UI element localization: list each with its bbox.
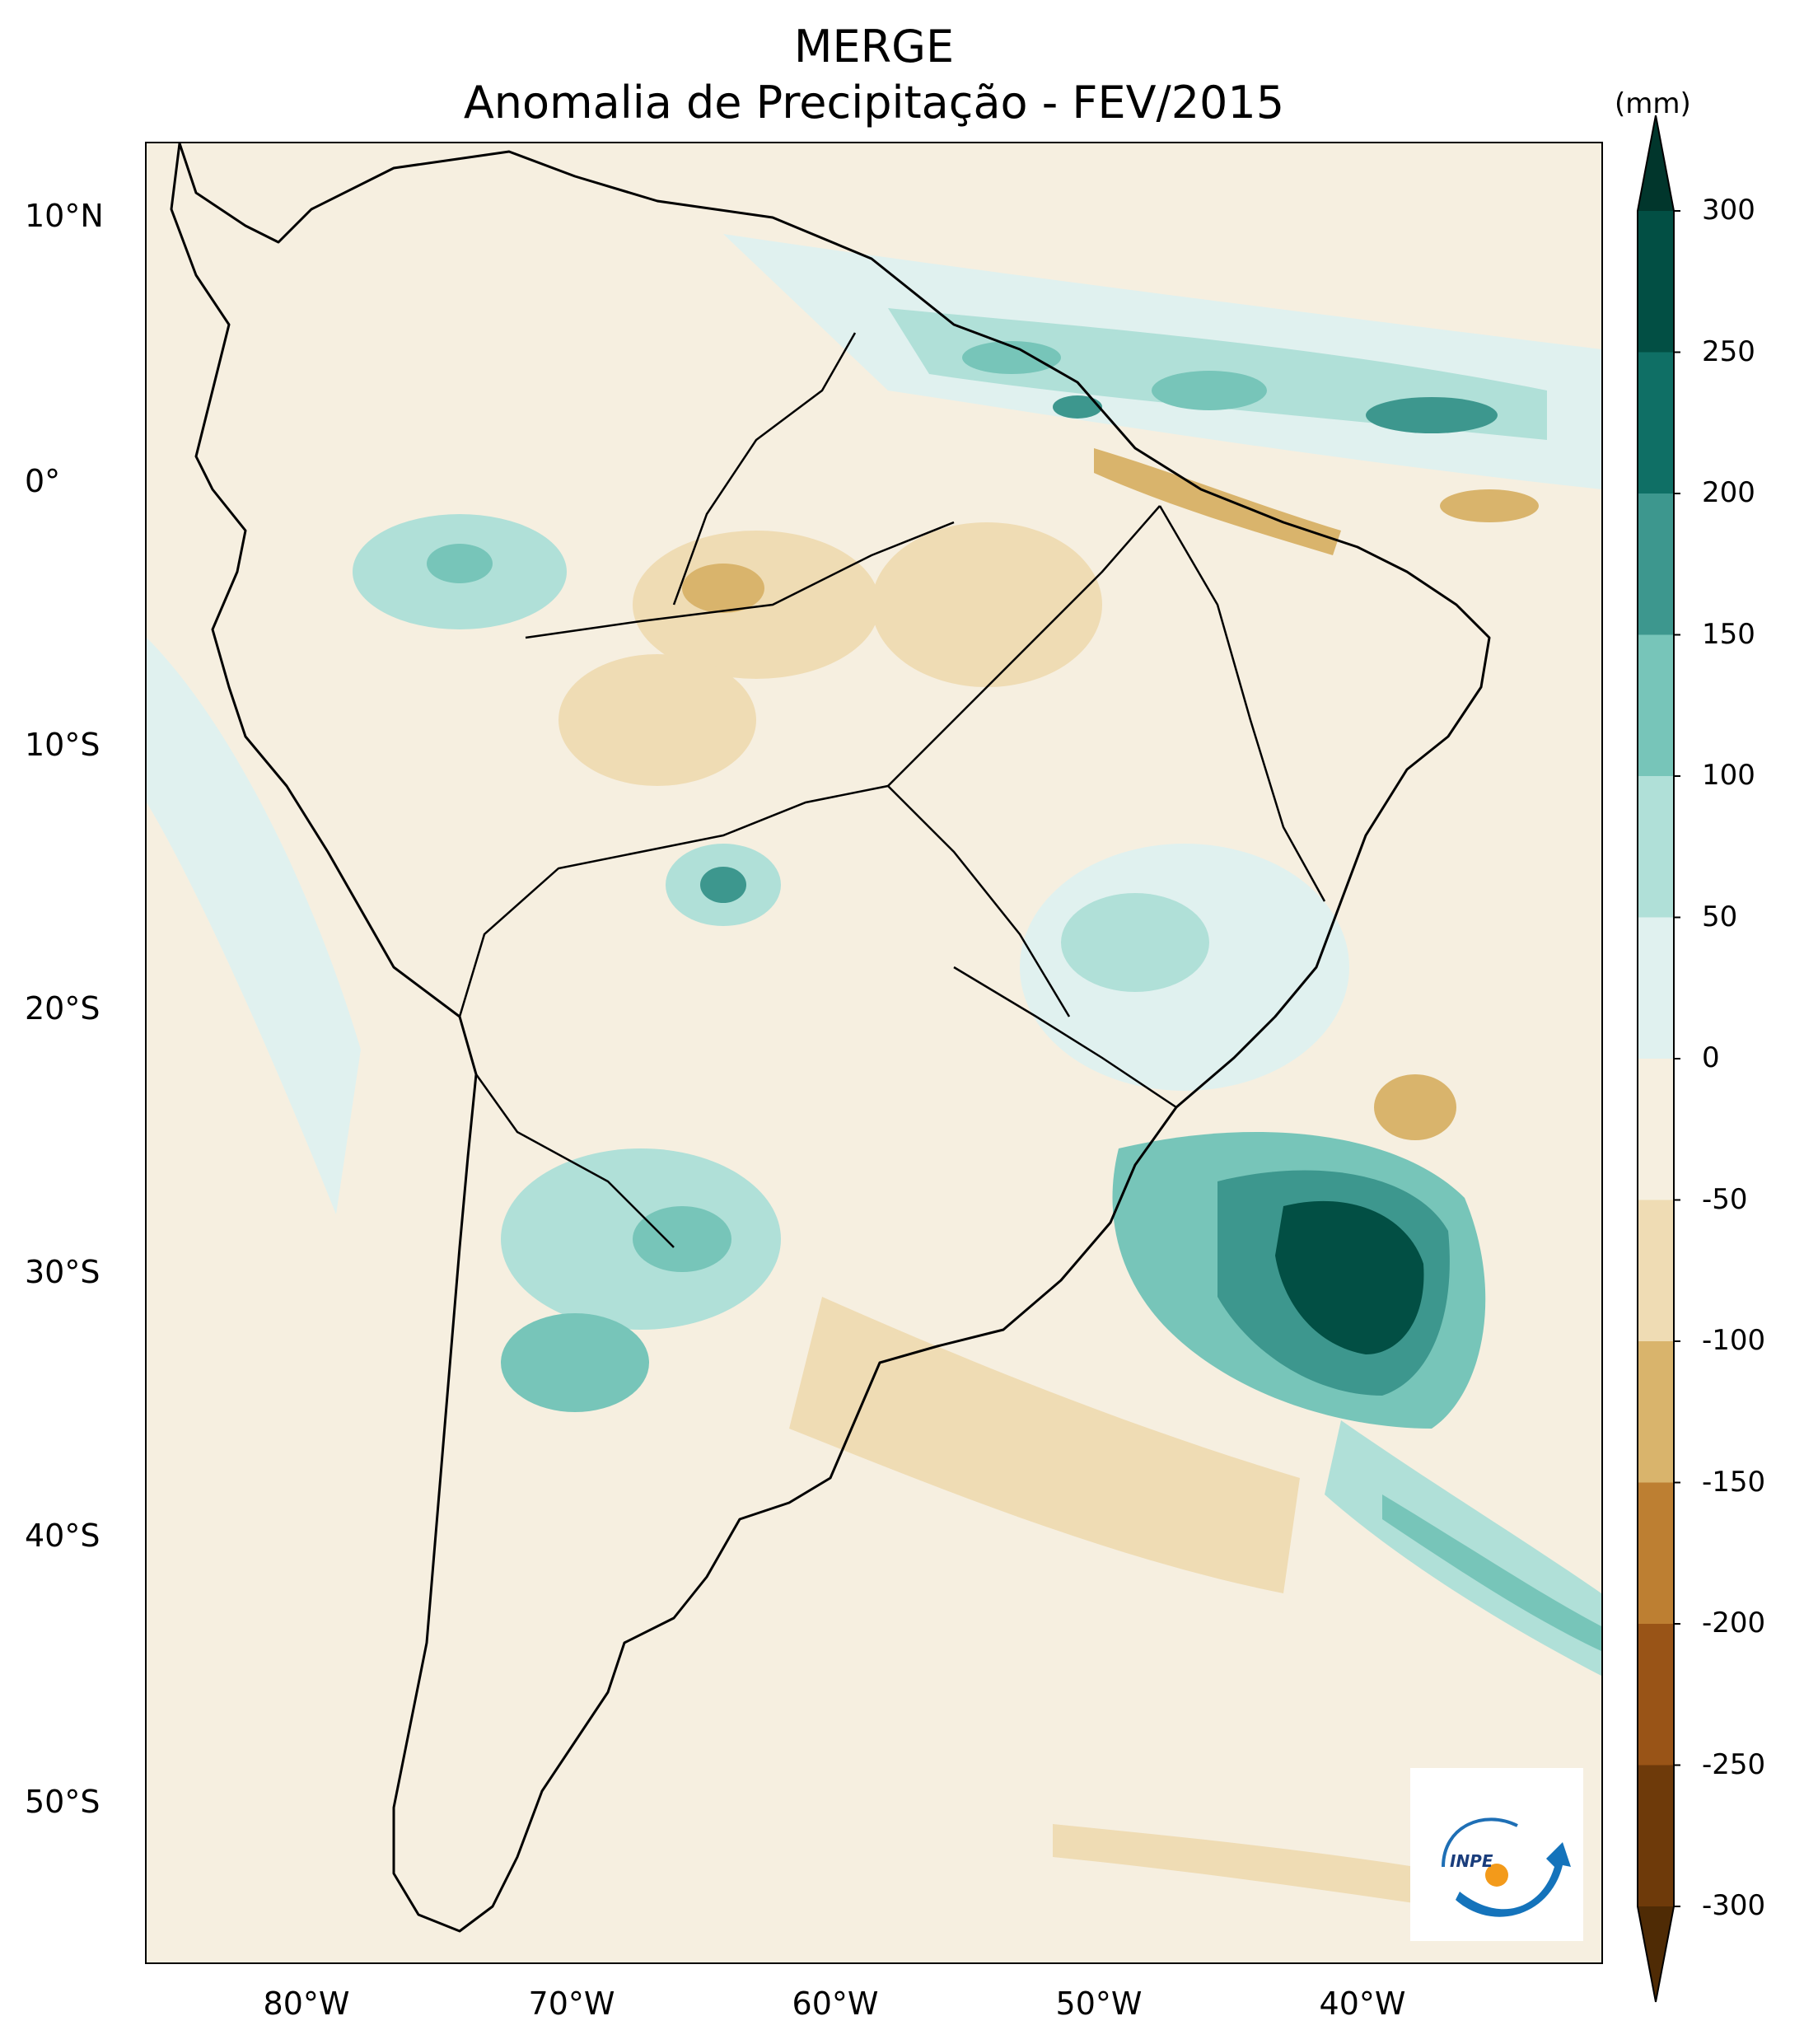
colorbar-tick-label: 100 <box>1702 759 1755 792</box>
colorbar-tick-label: -200 <box>1702 1607 1766 1639</box>
colorbar-tick-label: 0 <box>1702 1041 1720 1074</box>
lat-label-50s: 50°S <box>25 1784 100 1820</box>
colorbar-band <box>1638 1200 1674 1342</box>
lat-label-30s: 30°S <box>25 1254 100 1290</box>
lon-label-60w: 60°W <box>792 1986 879 2022</box>
colorbar-tick-label: -50 <box>1702 1182 1748 1216</box>
lon-label-80w: 80°W <box>263 1986 350 2022</box>
lat-label-10s: 10°S <box>25 727 100 763</box>
map-title: MERGE <box>793 21 955 72</box>
colorbar-tick-label: -150 <box>1702 1465 1766 1499</box>
colorbar-extend-top <box>1638 115 1674 211</box>
colorbar-tick-label: 200 <box>1702 476 1755 509</box>
colorbar-band <box>1638 776 1674 918</box>
country-borders <box>458 332 1326 1248</box>
colorbar-band <box>1638 211 1674 353</box>
colorbar-tick-label: 50 <box>1702 900 1738 933</box>
colorbar-tick-label: -100 <box>1702 1324 1766 1357</box>
colorbar-tick-label: 150 <box>1702 617 1755 651</box>
colorbar-band <box>1638 1341 1674 1483</box>
colorbar-band <box>1638 1482 1674 1625</box>
colorbar-tick-label: 300 <box>1702 194 1755 227</box>
lat-label-40s: 40°S <box>25 1518 100 1554</box>
colorbar <box>1637 115 1680 2003</box>
colorbar-extend-bottom <box>1638 1906 1674 2002</box>
inpe-logo: INPE <box>1410 1768 1583 1941</box>
map-panel <box>145 142 1603 1964</box>
colorbar-band <box>1638 634 1674 777</box>
colorbar-band <box>1638 1059 1674 1200</box>
logo-text: INPE <box>1450 1851 1493 1871</box>
map-subtitle: Anomalia de Precipitação - FEV/2015 <box>463 77 1285 129</box>
lon-label-40w: 40°W <box>1319 1986 1406 2022</box>
colorbar-tick-label: -300 <box>1702 1889 1766 1922</box>
colorbar-band <box>1638 1624 1674 1766</box>
lat-label-10n: 10°N <box>25 198 104 234</box>
precipitation-anomaly-map <box>147 143 1601 1933</box>
colorbar-band <box>1638 1765 1674 1907</box>
colorbar-band <box>1638 493 1674 635</box>
colorbar-unit: (mm) <box>1615 87 1691 120</box>
colorbar-tick-label: -250 <box>1702 1747 1766 1781</box>
lon-label-70w: 70°W <box>528 1986 615 2022</box>
colorbar-band <box>1638 917 1674 1059</box>
colorbar-tick-label: 250 <box>1702 334 1755 368</box>
colorbar-band <box>1638 352 1674 494</box>
anomaly-field <box>147 234 1601 1923</box>
south-america-outline <box>170 143 1491 1933</box>
lon-label-50w: 50°W <box>1055 1986 1143 2022</box>
lat-label-20s: 20°S <box>25 990 100 1027</box>
lat-label-0: 0° <box>25 463 61 499</box>
